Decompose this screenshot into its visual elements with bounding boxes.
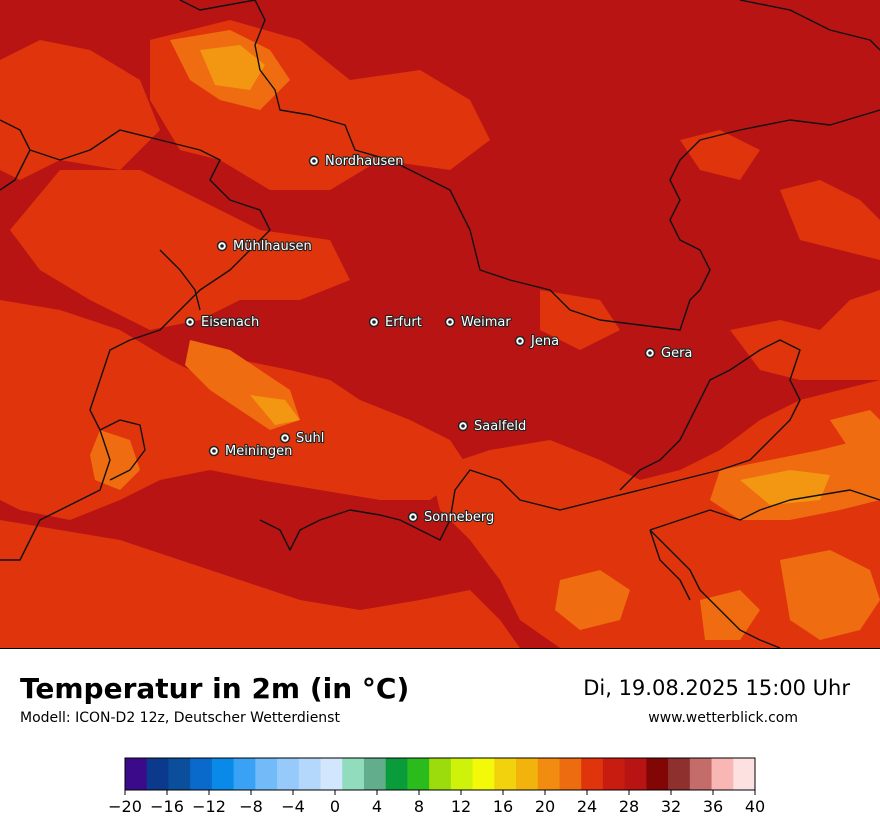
city-label-erfurt: Erfurt [385,315,422,330]
city-label-nordhausen: Nordhausen [325,154,404,169]
legend-tick-label: 4 [372,797,382,816]
legend-tick-label: 32 [661,797,681,816]
source-url: www.wetterblick.com [648,710,798,726]
legend-color-bin [233,758,256,790]
temperature-map: Nordhausen Mühlhausen Eisenach Erfurt We… [0,0,880,649]
legend-color-bin [277,758,300,790]
legend-color-bin [255,758,278,790]
city-label-gera: Gera [661,346,692,361]
legend-tick-label: 28 [619,797,639,816]
legend-tick-label: −8 [239,797,263,816]
legend-color-bin [559,758,582,790]
legend-color-bin [407,758,430,790]
legend-color-bin [450,758,474,790]
city-label-meiningen: Meiningen [225,444,292,459]
legend-tick-label: −4 [281,797,305,816]
legend-color-bin [711,758,734,790]
city-saalfeld[interactable]: Saalfeld [457,418,527,435]
legend-color-bin [320,758,343,790]
legend-tick-label: 20 [535,797,555,816]
legend-frame [124,757,756,791]
legend-color-bin [494,758,517,790]
legend-tick-label: −20 [108,797,142,816]
legend-color-bin [516,758,539,790]
legend-color-bin [190,758,213,790]
legend-color-bin [168,758,191,790]
legend-tick-label: −12 [192,797,226,816]
city-muehlhausen[interactable]: Mühlhausen [216,238,313,255]
legend-color-bin [602,758,626,790]
city-label-suhl: Suhl [296,431,324,446]
legend-color-bin [363,758,387,790]
legend-color-bin [472,758,495,790]
city-label-sonneberg: Sonneberg [424,510,494,525]
city-nordhausen[interactable]: Nordhausen [308,153,405,170]
map-canvas: Nordhausen Mühlhausen Eisenach Erfurt We… [0,0,880,648]
city-markers: Nordhausen Mühlhausen Eisenach Erfurt We… [184,153,693,526]
legend-tick-label: 24 [577,797,597,816]
legend-color-bin [537,758,560,790]
city-weimar[interactable]: Weimar [444,314,512,331]
color-legend: −20 −16 −12 −8 −4 0 4 8 12 16 20 24 28 32 36 40 [0,750,880,830]
city-suhl[interactable]: Suhl [279,430,325,447]
legend-color-bin [125,758,148,790]
legend-tick-label: 8 [414,797,424,816]
hottest-areas [200,45,830,505]
city-jena[interactable]: Jena [514,333,560,350]
city-sonneberg[interactable]: Sonneberg [407,509,495,526]
city-meiningen[interactable]: Meiningen [208,443,294,460]
forecast-datetime: Di, 19.08.2025 15:00 Uhr [583,676,850,700]
model-source: Modell: ICON-D2 12z, Deutscher Wetterdie… [20,710,340,726]
city-gera[interactable]: Gera [644,345,693,362]
legend-color-bin [298,758,322,790]
legend-color-bin [385,758,408,790]
city-erfurt[interactable]: Erfurt [368,314,423,331]
legend-tick-label: 36 [703,797,723,816]
city-label-weimar: Weimar [461,315,511,330]
city-label-saalfeld: Saalfeld [474,419,526,434]
map-title: Temperatur in 2m (in °C) [20,672,410,705]
legend-color-bin [342,758,365,790]
legend-tick-label: 12 [451,797,471,816]
city-label-eisenach: Eisenach [201,315,259,330]
legend-color-bin [581,758,604,790]
legend-color-bin [429,758,452,790]
city-label-jena: Jena [530,334,559,349]
legend-color-bin [689,758,713,790]
legend-color-bin [624,758,647,790]
legend-tick-label: 16 [493,797,513,816]
legend-tick-label: 40 [745,797,765,816]
legend-color-bin [646,758,669,790]
legend-tick-label: 0 [330,797,340,816]
legend-color-bin [733,758,756,790]
legend-tick-label: −16 [150,797,184,816]
legend-color-bin [668,758,691,790]
city-eisenach[interactable]: Eisenach [184,314,260,331]
legend-color-bin [211,758,235,790]
legend-color-bin [146,758,169,790]
state-borders [0,0,880,648]
legend-canvas: −20 −16 −12 −8 −4 0 4 8 12 16 20 24 28 32 36 40 [108,757,765,816]
city-label-muehlhausen: Mühlhausen [233,239,312,254]
